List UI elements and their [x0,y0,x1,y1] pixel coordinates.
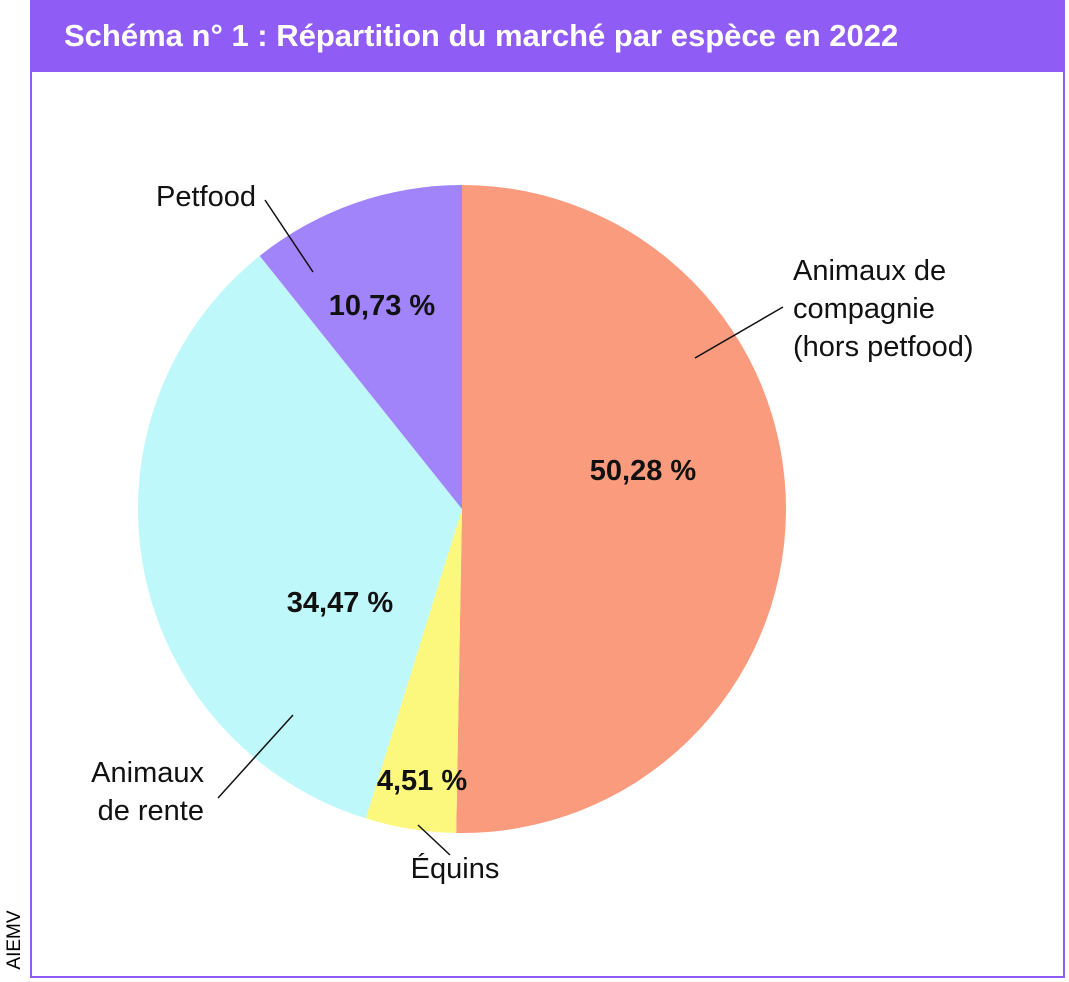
category-labels: Animaux de compagnie (hors petfood) Équins A… [91,181,973,885]
chart-title: Schéma n° 1 : Répartition du marché par … [30,0,1065,72]
slice-value-label: 34,47 % [287,587,394,619]
pie-slices [138,185,787,834]
slice-category-label: Petfood [156,181,256,213]
pie-slice [138,255,462,819]
slice-category-label-line: Animaux [91,757,204,789]
pie-slice [259,185,462,509]
slice-category-label-line: Petfood [156,181,256,213]
slice-category-label-line: compagnie [793,293,935,325]
leader-line [264,199,314,273]
slice-category-label-line: Animaux de [793,255,946,287]
leader-line [217,714,294,799]
slice-category-label: Animaux de compagnie (hors petfood) [793,255,974,363]
slice-value-label: 50,28 % [590,455,697,487]
slice-category-label: Équins [411,852,500,885]
value-labels: 50,28 % 4,51 % 34,47 % 10,73 % [287,290,697,797]
slice-category-label-line: (hors petfood) [793,331,974,363]
leader-line [694,306,784,359]
slice-value-label: 10,73 % [329,290,436,322]
slice-value-label: 4,51 % [377,765,467,797]
pie-slice [456,185,787,834]
slice-category-label: Animaux de rente [91,757,204,827]
pie-slice [365,509,462,833]
leader-line [417,824,451,856]
slice-category-label-line: de rente [98,795,204,827]
leader-lines [217,199,784,856]
slice-category-label-line: Équins [411,852,500,885]
